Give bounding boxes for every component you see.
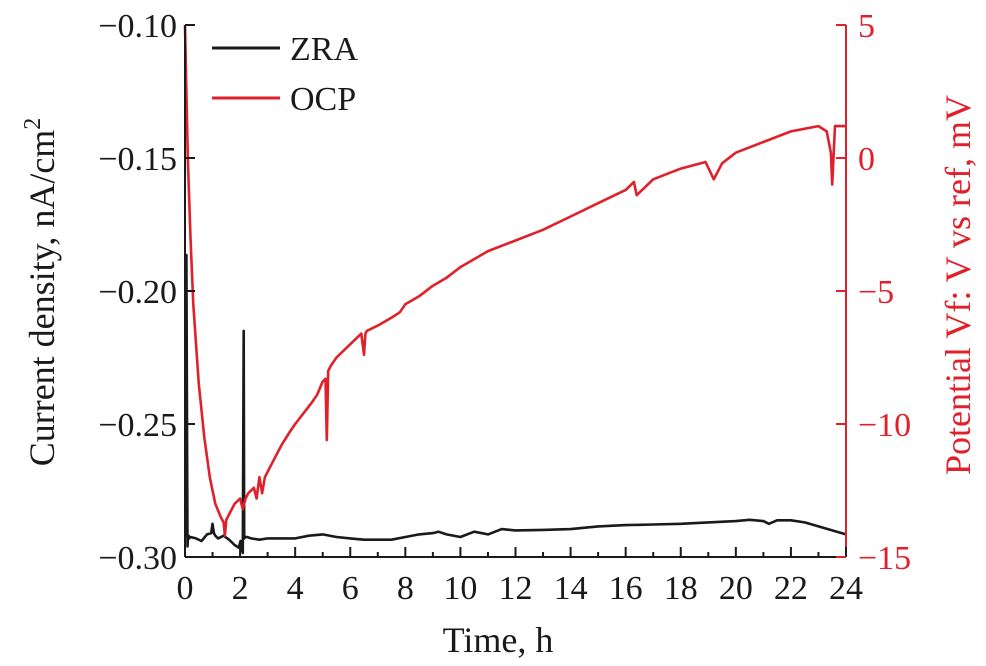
y-axis-left-label-text: Current density, nA/cm <box>22 130 62 467</box>
y-axis-right-label: Potential Vf: V vs ref, mV <box>938 95 978 475</box>
y-left-tick-label: −0.25 <box>98 407 177 444</box>
series-line-ocp <box>183 24 846 537</box>
y-right-tick-label: 0 <box>858 141 875 178</box>
x-tick-label: 10 <box>443 570 477 607</box>
y-left-tick-label: −0.30 <box>98 540 177 577</box>
x-tick-label: 4 <box>287 570 304 607</box>
x-tick-label: 18 <box>664 570 698 607</box>
y-right-tick-label: −5 <box>858 274 894 311</box>
legend-label-zra: ZRA <box>290 31 358 68</box>
y-left-tick-label: −0.15 <box>98 141 177 178</box>
y-axis-left-label-superscript: 2 <box>20 118 46 130</box>
y-right-tick-label: −15 <box>858 540 911 577</box>
x-tick-label: 12 <box>499 570 533 607</box>
x-tick-label: 8 <box>397 570 414 607</box>
y-right-tick-label: 5 <box>858 8 875 45</box>
x-axis-label: Time, h <box>443 620 554 660</box>
legend-label-ocp: OCP <box>290 81 356 118</box>
y-right-tick-label: −10 <box>858 407 911 444</box>
x-tick-label: 6 <box>342 570 359 607</box>
x-tick-label: 0 <box>177 570 194 607</box>
x-tick-label: 22 <box>774 570 808 607</box>
series-line-zra <box>184 253 847 555</box>
legend: ZRA OCP <box>212 31 358 118</box>
x-tick-label: 14 <box>554 570 588 607</box>
x-tick-label: 24 <box>829 570 863 607</box>
y-left-tick-label: −0.10 <box>98 8 177 45</box>
x-tick-label: 16 <box>609 570 643 607</box>
plot-area <box>183 24 847 555</box>
x-tick-label: 2 <box>232 570 249 607</box>
y-axis-left-label: Current density, nA/cm2 <box>20 118 62 467</box>
axes: 0 2 4 6 8 10 12 14 16 18 20 22 24−0.30−0.25−0.20−0.1… <box>98 8 911 607</box>
y-left-tick-label: −0.20 <box>98 274 177 311</box>
x-tick-label: 20 <box>719 570 753 607</box>
